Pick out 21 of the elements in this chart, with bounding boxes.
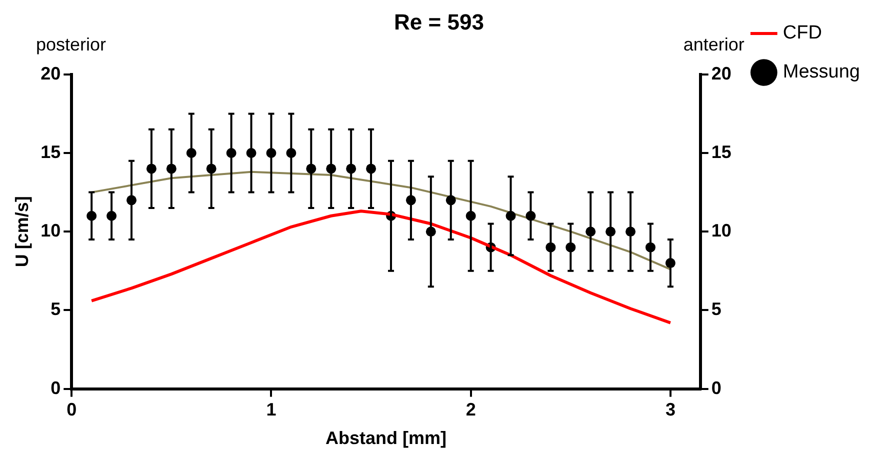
text: anterior (683, 34, 744, 54)
text: posterior (36, 34, 106, 54)
y-tick-label: 5 (50, 299, 61, 320)
y2-tick-label: 15 (711, 142, 732, 162)
legend-label: Messung (782, 62, 860, 83)
y-tick-label: 10 (40, 220, 61, 241)
x-axis-title: Abstand [mm] (326, 428, 447, 448)
y-tick-label: 15 (40, 142, 61, 162)
y2-tick-label: 10 (711, 220, 732, 241)
x-tick-label: 2 (466, 400, 476, 420)
y-tick-label: 20 (40, 63, 61, 84)
y-axis-title: U [cm/s] (12, 196, 32, 268)
x-tick-label: 0 (66, 400, 77, 420)
chart-title: Re = 593 (394, 9, 484, 34)
y2-tick-label: 5 (711, 299, 722, 320)
y2-tick-label: 20 (711, 63, 732, 84)
x-tick-label: 1 (266, 400, 276, 420)
x-tick-label: 3 (665, 400, 676, 420)
y2-tick-label: 0 (711, 378, 722, 398)
y-tick-label: 0 (50, 378, 61, 398)
legend-label: CFD (782, 22, 822, 44)
